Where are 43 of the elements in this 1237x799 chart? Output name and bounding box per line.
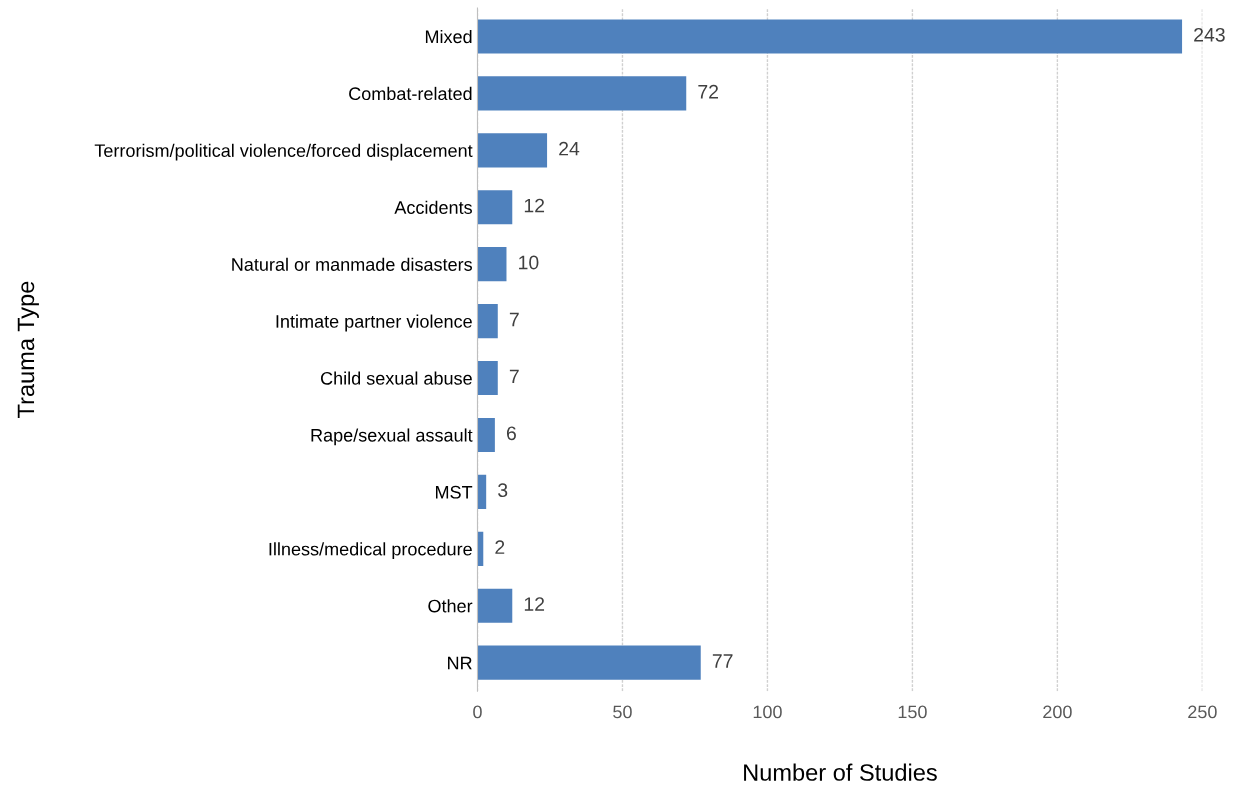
data-label: 72 xyxy=(698,84,719,99)
bar xyxy=(477,645,701,680)
y-tick-label: Rape/sexual assault xyxy=(311,428,473,446)
data-label: 77 xyxy=(712,654,733,668)
bar xyxy=(477,19,1183,54)
y-tick-label: Other xyxy=(428,599,473,613)
y-tick-label: Natural or manmade disasters xyxy=(232,257,472,271)
bar xyxy=(477,133,548,168)
data-label: 6 xyxy=(506,426,516,441)
data-label: 12 xyxy=(524,597,545,611)
data-label: 243 xyxy=(1194,27,1225,42)
x-tick-label: 150 xyxy=(898,705,927,719)
y-tick-label: Combat-related xyxy=(349,86,472,101)
y-tick-label: NR xyxy=(448,656,472,670)
bar xyxy=(477,360,498,396)
data-label: 7 xyxy=(509,312,519,327)
data-label: 7 xyxy=(509,369,519,384)
data-label: 2 xyxy=(495,540,505,554)
y-tick-label: Illness/medical procedure xyxy=(269,542,472,560)
y-axis-title: Trauma Type xyxy=(17,281,39,418)
data-label: 3 xyxy=(498,483,508,498)
bar xyxy=(477,474,487,509)
x-tick-label: 50 xyxy=(613,705,632,719)
bar xyxy=(477,247,507,282)
y-tick-label: Terrorism/political violence/forced displacement xyxy=(94,143,473,161)
x-tick-label: 0 xyxy=(473,705,482,719)
y-tick-label: Child sexual abuse xyxy=(320,371,472,385)
data-label: 24 xyxy=(559,141,580,156)
bar xyxy=(477,417,495,453)
x-tick-label: 100 xyxy=(753,705,782,719)
x-tick-label: 200 xyxy=(1043,705,1072,719)
data-label: 12 xyxy=(524,198,545,213)
y-tick-label: Accidents xyxy=(394,200,472,214)
bar xyxy=(477,304,498,339)
y-tick-label: MST xyxy=(435,485,473,499)
y-tick-label: Mixed xyxy=(425,29,472,44)
bar xyxy=(477,190,513,225)
data-label: 10 xyxy=(519,255,539,270)
y-tick-label: Intimate partner violence xyxy=(276,314,472,332)
x-axis-title: Number of Studies xyxy=(744,763,937,781)
bar xyxy=(477,76,687,111)
bar xyxy=(477,588,513,623)
x-tick-label: 250 xyxy=(1188,705,1217,719)
